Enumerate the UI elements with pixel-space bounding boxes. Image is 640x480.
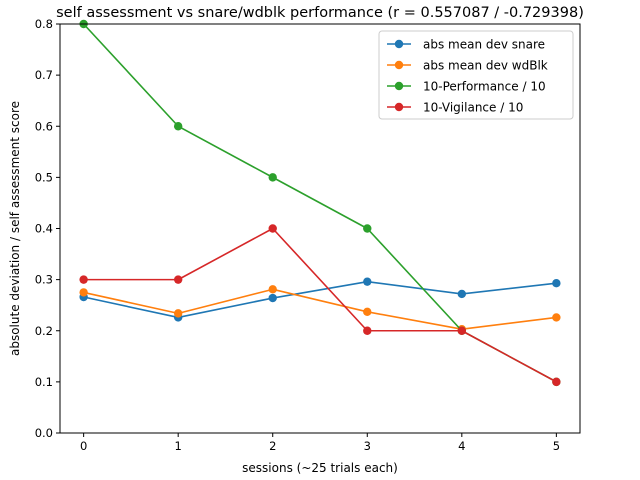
chart-title: self assessment vs snare/wdblk performan… bbox=[56, 5, 584, 21]
data-point bbox=[173, 122, 183, 131]
x-tick-label: 1 bbox=[175, 439, 182, 453]
legend-label: abs mean dev wdBlk bbox=[423, 59, 548, 73]
x-tick-label: 4 bbox=[458, 439, 465, 453]
series-line-0 bbox=[83, 280, 557, 319]
data-point bbox=[268, 293, 277, 303]
y-axis-label: absolute deviation / self assessment sco… bbox=[8, 101, 22, 356]
data-point bbox=[79, 288, 88, 297]
y-tick-label: 0.1 bbox=[35, 375, 53, 389]
x-axis-label: sessions (~25 trials each) bbox=[242, 461, 398, 475]
data-point bbox=[363, 307, 372, 317]
data-point bbox=[363, 326, 372, 335]
y-tick-label: 0.6 bbox=[35, 119, 53, 133]
plot-area bbox=[79, 19, 561, 387]
data-point bbox=[268, 173, 277, 182]
data-point bbox=[79, 275, 88, 284]
legend-marker bbox=[394, 60, 404, 70]
y-tick-label: 0.7 bbox=[35, 68, 53, 82]
legend-box bbox=[378, 30, 574, 120]
x-tick-label: 0 bbox=[80, 439, 87, 453]
legend-marker bbox=[394, 102, 404, 112]
data-point bbox=[552, 279, 561, 288]
legend: abs mean dev snare abs mean dev wdBlk 10-P… bbox=[378, 30, 574, 120]
axes: 0 1 2 3 4 5 0.0 0.1 0.2 0.3 0.4 0.5 0.6 0.7 0.8 bbox=[35, 17, 560, 453]
legend-label: 10-Vigilance / 10 bbox=[423, 101, 523, 115]
data-point bbox=[457, 326, 467, 335]
legend-label: abs mean dev snare bbox=[423, 38, 545, 52]
legend-label: 10-Performance / 10 bbox=[423, 80, 546, 94]
data-point bbox=[552, 313, 561, 322]
data-point bbox=[268, 224, 277, 233]
x-tick-label: 5 bbox=[553, 439, 560, 453]
y-tick-label: 0.0 bbox=[35, 426, 53, 440]
legend-marker bbox=[394, 81, 404, 91]
y-tick-label: 0.2 bbox=[35, 324, 53, 338]
y-tick-label: 0.3 bbox=[35, 273, 53, 287]
data-point bbox=[173, 309, 183, 318]
data-point bbox=[552, 377, 561, 387]
data-point bbox=[173, 275, 183, 284]
data-point bbox=[457, 289, 467, 299]
data-point bbox=[363, 224, 372, 233]
x-tick-label: 2 bbox=[269, 439, 276, 453]
legend-marker bbox=[394, 39, 404, 49]
y-tick-label: 0.5 bbox=[35, 170, 53, 184]
series-line-3 bbox=[83, 227, 557, 383]
y-tick-label: 0.8 bbox=[35, 17, 53, 31]
data-point bbox=[268, 285, 277, 294]
y-tick-label: 0.4 bbox=[35, 222, 53, 236]
x-tick-label: 3 bbox=[364, 439, 371, 453]
data-point bbox=[363, 277, 372, 286]
series-line-1 bbox=[83, 288, 557, 331]
